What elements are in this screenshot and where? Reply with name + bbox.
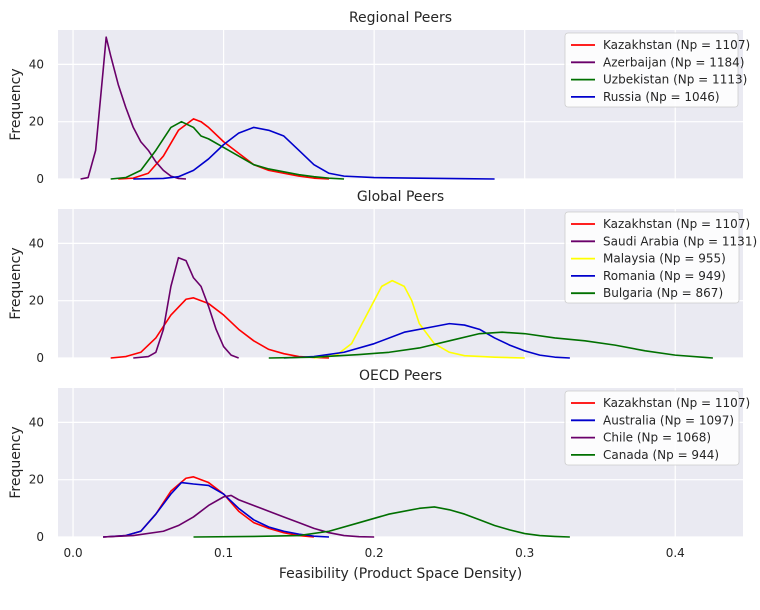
- legend-entry: Australia (Np = 1097): [603, 413, 734, 427]
- legend-entry: Uzbekistan (Np = 1113): [603, 73, 747, 87]
- y-tick-label: 20: [29, 473, 44, 487]
- y-tick-label: 20: [29, 115, 44, 129]
- series-line: [313, 279, 525, 359]
- x-tick-label: 0.0: [64, 546, 83, 560]
- legend-entry: Canada (Np = 944): [603, 448, 719, 462]
- legend-box: [564, 211, 740, 304]
- series-line: [118, 118, 330, 180]
- y-tick-label: 40: [29, 415, 44, 429]
- panel-title: OECD Peers: [359, 368, 442, 384]
- y-tick-label: 20: [29, 294, 44, 308]
- legend-entry: Romania (Np = 949): [603, 269, 726, 283]
- y-tick-label: 0: [36, 530, 44, 544]
- x-tick-label: 0.4: [666, 546, 685, 560]
- y-tick-label: 0: [36, 351, 44, 365]
- y-axis-label: Frequency: [8, 426, 24, 498]
- series-line: [283, 322, 570, 359]
- legend-entry: Kazakhstan (Np = 1107): [603, 38, 750, 52]
- legend: Kazakhstan (Np = 1107) Australia (Np = 10…: [564, 390, 750, 466]
- panel-title: Regional Peers: [349, 10, 452, 26]
- legend-entry: Bulgaria (Np = 867): [603, 286, 723, 300]
- series-line: [133, 126, 495, 180]
- x-tick-label: 0.1: [214, 546, 233, 560]
- x-axis-label: Feasibility (Product Space Density): [279, 566, 522, 582]
- legend-entry: Kazakhstan (Np = 1107): [603, 217, 750, 231]
- legend-entry: Chile (Np = 1068): [603, 431, 711, 445]
- panel-1: 0 20 40 Frequency Regional Peers Kazakhstan (…: [8, 10, 750, 186]
- y-axis-label: Frequency: [8, 247, 24, 319]
- series-line: [103, 494, 375, 538]
- series-line: [110, 120, 345, 180]
- series-line: [133, 256, 239, 359]
- x-tick-label: 0.2: [365, 546, 384, 560]
- y-tick-label: 40: [29, 57, 44, 71]
- y-tick-label: 40: [29, 236, 44, 250]
- series-line: [103, 481, 330, 538]
- y-axis-label: Frequency: [8, 68, 24, 140]
- series-line: [80, 36, 187, 180]
- legend: Kazakhstan (Np = 1107) Saudi Arabia (Np =…: [564, 211, 757, 304]
- legend: Kazakhstan (Np = 1107) Azerbaijan (Np = 1…: [564, 32, 750, 108]
- legend-entry: Malaysia (Np = 955): [603, 252, 726, 266]
- panel-3: 0 20 40 Frequency OECD Peers Kazakhstan (Np =…: [8, 368, 750, 544]
- panel-title: Global Peers: [357, 189, 444, 205]
- legend-entry: Kazakhstan (Np = 1107): [603, 396, 750, 410]
- series-line: [110, 297, 330, 359]
- panel-2: 0 20 40 Frequency Global Peers Kazakhstan (Np…: [8, 189, 757, 365]
- legend-entry: Azerbaijan (Np = 1184): [603, 55, 744, 69]
- y-tick-label: 0: [36, 172, 44, 186]
- legend-entry: Russia (Np = 1046): [603, 90, 720, 104]
- x-tick-label: 0.3: [515, 546, 534, 560]
- legend-entry: Saudi Arabia (Np = 1131): [603, 234, 757, 248]
- series-line: [193, 506, 570, 538]
- legend-box: [564, 32, 739, 108]
- series-line: [268, 331, 713, 359]
- legend-box: [564, 390, 740, 466]
